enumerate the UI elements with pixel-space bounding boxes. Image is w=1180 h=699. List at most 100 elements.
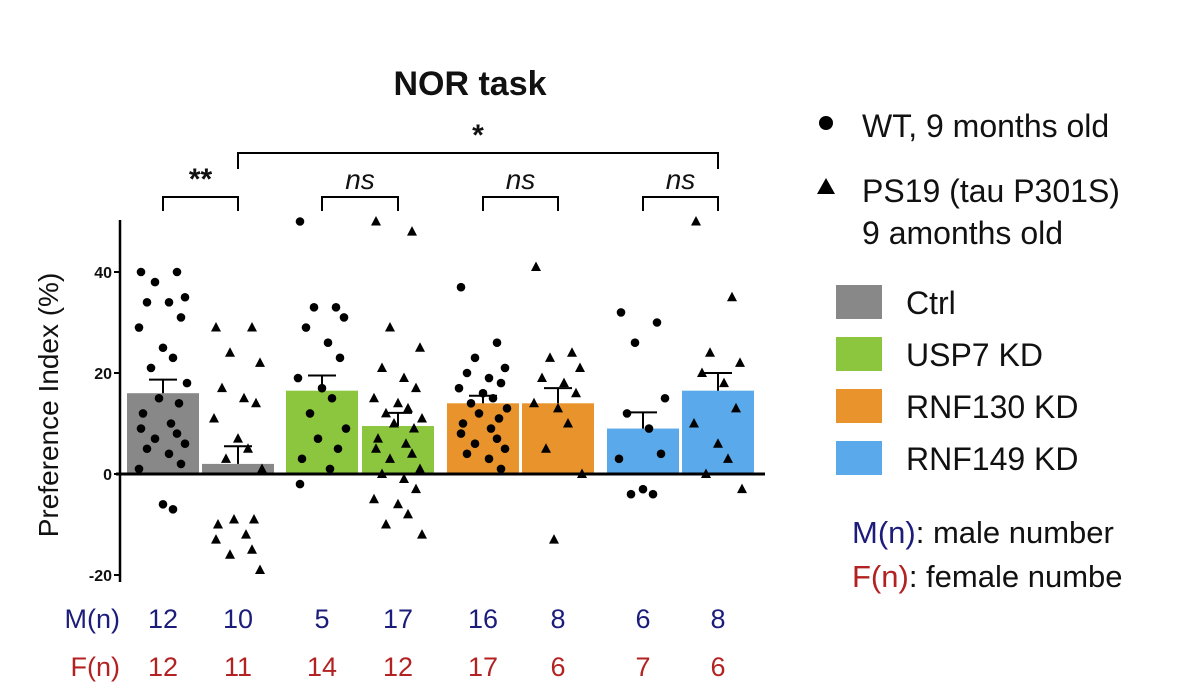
legend-note-prefix: M(n) xyxy=(852,515,916,550)
data-point xyxy=(691,216,701,226)
data-point xyxy=(136,424,146,433)
data-point xyxy=(371,216,381,226)
data-point xyxy=(409,423,419,433)
y-tick-label: 40 xyxy=(94,265,112,282)
data-point xyxy=(492,338,502,348)
data-point xyxy=(713,438,723,448)
data-point xyxy=(401,438,411,448)
count-value: 7 xyxy=(635,652,650,682)
data-point xyxy=(456,429,466,438)
data-point xyxy=(462,449,472,459)
significance-bracket xyxy=(162,196,239,211)
data-point xyxy=(174,399,184,408)
data-point xyxy=(158,500,168,509)
data-point xyxy=(458,419,468,428)
data-point xyxy=(399,372,409,383)
data-point xyxy=(705,347,715,357)
data-point xyxy=(164,298,174,307)
data-point xyxy=(407,226,417,236)
data-point xyxy=(737,483,747,494)
data-point xyxy=(142,298,152,307)
data-point xyxy=(644,424,654,433)
data-point xyxy=(225,347,235,357)
data-point xyxy=(142,444,152,454)
data-point xyxy=(180,292,190,302)
data-point xyxy=(221,453,231,463)
legend-marker-label: PS19 (tau P301S) xyxy=(862,173,1120,209)
data-point xyxy=(415,342,425,352)
data-point xyxy=(176,313,186,322)
data-point xyxy=(295,217,305,226)
data-point xyxy=(295,479,305,489)
legend-circle-icon xyxy=(819,116,833,130)
data-point xyxy=(297,454,307,464)
data-point xyxy=(293,373,303,383)
data-point xyxy=(496,464,506,474)
data-point xyxy=(229,513,239,524)
data-point xyxy=(731,402,741,413)
data-point xyxy=(630,338,640,348)
bars-layer xyxy=(127,390,754,474)
data-point xyxy=(470,353,480,363)
data-point xyxy=(470,439,480,449)
data-point xyxy=(168,353,178,363)
data-point xyxy=(373,433,383,443)
data-point xyxy=(563,418,573,428)
data-point xyxy=(168,505,178,514)
sample-counts: M(n) 12 10 5 17 16 8 6 8 F(n) 12 11 14 12 17 6 7 6 xyxy=(65,604,726,682)
data-point xyxy=(529,397,539,408)
count-value: 10 xyxy=(223,604,253,634)
data-point xyxy=(403,402,413,413)
data-point xyxy=(182,378,192,388)
significance-label: ** xyxy=(189,163,213,196)
data-point xyxy=(333,444,343,454)
data-point xyxy=(411,483,421,494)
data-point xyxy=(146,363,156,373)
data-point xyxy=(150,277,160,287)
data-point xyxy=(393,397,403,408)
legend-color-label: RNF149 KD xyxy=(906,441,1079,477)
count-value: 5 xyxy=(314,604,329,634)
legend-color-label: USP7 KD xyxy=(906,337,1043,373)
data-point xyxy=(656,449,666,459)
significance-bracket xyxy=(321,196,399,211)
significance-bracket xyxy=(482,196,559,211)
data-point xyxy=(719,377,729,388)
data-point xyxy=(301,323,311,332)
data-point xyxy=(399,473,409,484)
y-tick-label: 20 xyxy=(94,366,112,383)
data-point xyxy=(381,519,391,529)
data-point xyxy=(257,463,267,473)
chart-title: NOR task xyxy=(393,65,546,103)
data-point xyxy=(134,464,144,474)
data-point xyxy=(474,409,484,418)
data-point xyxy=(415,463,425,473)
data-point xyxy=(369,392,379,403)
data-point xyxy=(209,412,219,423)
significance-bracket xyxy=(642,196,719,211)
count-value: 6 xyxy=(635,604,650,634)
data-point xyxy=(500,444,510,454)
data-point xyxy=(541,443,551,453)
count-value: 12 xyxy=(383,652,413,682)
data-point xyxy=(339,313,349,322)
data-point xyxy=(255,564,265,574)
data-point xyxy=(723,453,733,463)
count-value: 6 xyxy=(710,652,725,682)
count-value: 11 xyxy=(224,652,252,682)
data-point xyxy=(225,549,235,559)
data-point xyxy=(247,544,257,554)
data-point xyxy=(249,513,259,524)
data-point xyxy=(689,418,699,428)
legend-marker-label: 9 amonths old xyxy=(862,215,1063,251)
legend-swatch xyxy=(836,337,882,371)
legend-marker-label: WT, 9 months old xyxy=(862,108,1109,144)
significance-label: ns xyxy=(506,164,536,195)
legend: WT, 9 months old PS19 (tau P301S) 9 amonth… xyxy=(817,108,1123,594)
data-point xyxy=(403,508,413,519)
legend-note-text: : male number xyxy=(916,515,1114,550)
data-point xyxy=(484,454,494,464)
data-point xyxy=(537,372,547,383)
legend-swatch xyxy=(836,285,882,319)
